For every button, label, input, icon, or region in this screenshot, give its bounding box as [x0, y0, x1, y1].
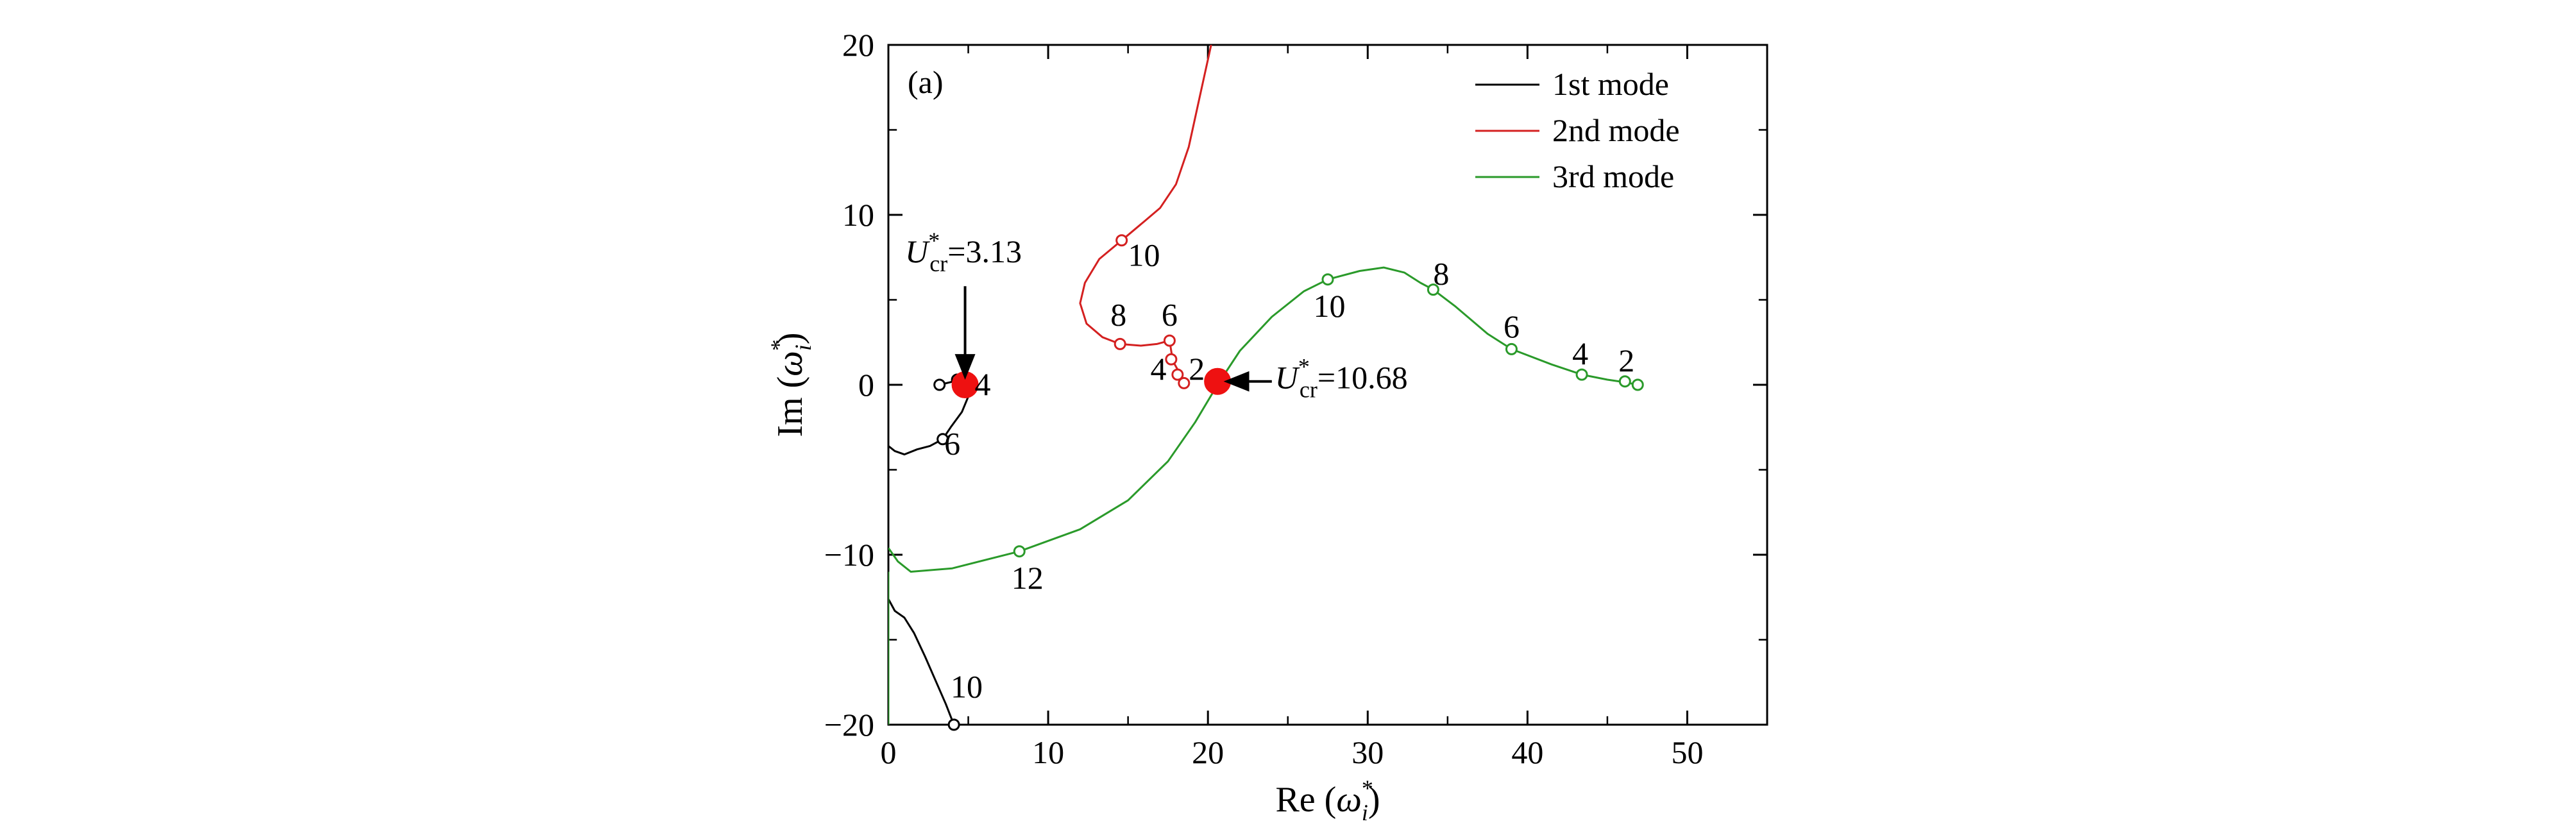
x-axis-label-sup: *: [1362, 775, 1373, 801]
data-point-3: [1618, 375, 1631, 388]
x-axis-label-symbol: ω: [1336, 780, 1362, 820]
data-point-3: [1575, 368, 1588, 381]
y-axis-label-suffix: ): [770, 332, 810, 344]
point-label: 2: [1618, 342, 1634, 378]
annotation-text: U* cr=3.13: [905, 228, 1022, 276]
data-point-2: [1171, 368, 1184, 381]
data-point-2: [1114, 337, 1126, 350]
data-point-1: [933, 378, 946, 391]
x-axis-label-prefix: Re (: [1275, 780, 1336, 820]
data-point-2: [1163, 334, 1176, 347]
point-label: 10: [1128, 237, 1160, 273]
series-line-2: [1079, 45, 1212, 384]
x-axis-label-sub: i: [1362, 800, 1368, 825]
data-point-3: [1427, 283, 1439, 296]
panel-label: (a): [908, 64, 944, 100]
legend: 1st mode 2nd mode 3rd mode: [1475, 66, 1680, 194]
annotation-text: U* cr=10.68: [1275, 353, 1408, 402]
legend-label-3: 3rd mode: [1552, 158, 1674, 194]
point-label: 4: [1150, 351, 1166, 387]
legend-label-1: 1st mode: [1552, 66, 1669, 102]
data-point-3: [1013, 545, 1026, 558]
annotation-sup: *: [1298, 353, 1310, 379]
series-layer: [888, 45, 1638, 725]
data-point-3: [1321, 273, 1334, 286]
point-label: 6: [1162, 296, 1178, 332]
annotation-symbol: U: [905, 233, 930, 269]
point-label: 2: [1189, 351, 1205, 387]
point-label: 6: [944, 426, 960, 462]
series-line-3: [888, 266, 1638, 573]
legend-label-2: 2nd mode: [1552, 112, 1680, 148]
y-axis-label-symbol: ω: [770, 351, 810, 376]
y-axis-label-sup: *: [766, 339, 792, 351]
x-axis-label-suffix: ): [1368, 780, 1380, 820]
x-tick-label: 10: [1032, 734, 1064, 770]
point-label: 6: [1504, 308, 1520, 344]
point-label: 4: [974, 366, 990, 402]
data-point-3: [1505, 342, 1518, 355]
annotation-symbol: U: [1275, 359, 1300, 395]
point-label: 10: [1313, 288, 1345, 324]
critical-point: [1204, 367, 1232, 395]
x-tick-label: 50: [1671, 734, 1703, 770]
y-tick-label: 20: [842, 27, 874, 63]
point-label: 4: [1572, 335, 1588, 371]
y-axis-label-sub: i: [790, 344, 816, 351]
data-point-2: [1178, 376, 1191, 389]
y-tick-label: −10: [824, 537, 874, 573]
annotation-sub: cr: [929, 251, 947, 276]
annotation-sub: cr: [1300, 376, 1318, 402]
markers-layer: [933, 234, 1644, 731]
y-tick-label: −20: [824, 707, 874, 743]
x-tick-label: 40: [1511, 734, 1543, 770]
point-label: 12: [1012, 560, 1044, 596]
y-axis-label: Im (ω*i): [766, 332, 816, 437]
point-label: 10: [951, 669, 983, 705]
data-point-1: [947, 718, 960, 731]
point-label: 8: [1110, 296, 1126, 332]
annotation-value: =10.68: [1318, 359, 1408, 395]
x-axis-label: Re (ω* i): [1275, 775, 1380, 825]
x-tick-label: 30: [1352, 734, 1384, 770]
point-label: 8: [1433, 256, 1449, 292]
y-tick-label: 10: [842, 197, 874, 233]
y-tick-label: 0: [858, 367, 874, 403]
data-point-2: [1165, 353, 1178, 366]
annotation-sup: *: [928, 228, 940, 253]
series-line-1: [888, 598, 976, 725]
y-axis-label-prefix: Im (: [770, 376, 810, 437]
x-tick-label: 0: [881, 734, 897, 770]
data-point-3: [1631, 378, 1644, 391]
data-point-2: [1115, 234, 1128, 247]
data-point-1: [936, 433, 949, 446]
annotation-value: =3.13: [947, 233, 1022, 269]
x-tick-label: 20: [1192, 734, 1224, 770]
